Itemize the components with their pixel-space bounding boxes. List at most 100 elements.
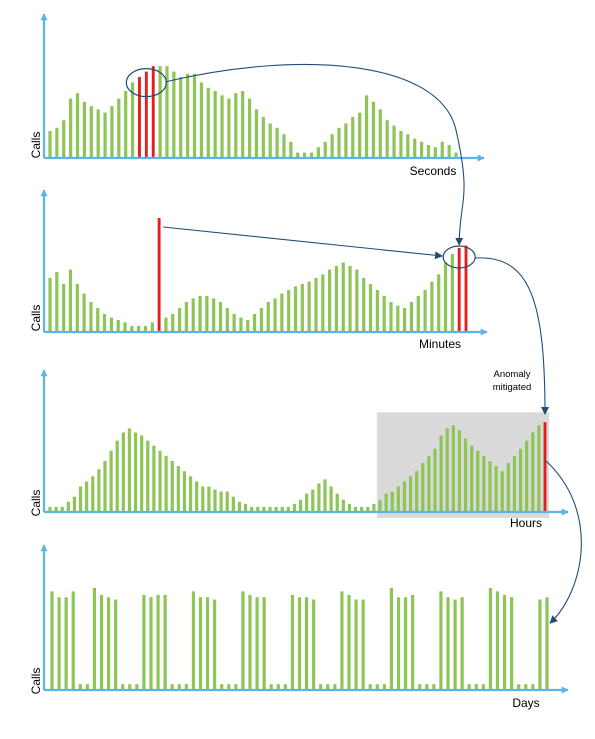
bar xyxy=(495,591,500,690)
bar xyxy=(48,278,52,332)
bar xyxy=(309,152,314,158)
bar xyxy=(402,481,407,512)
bar xyxy=(213,599,217,690)
bar xyxy=(91,476,95,512)
bar xyxy=(419,141,424,158)
bar xyxy=(317,483,321,512)
bar xyxy=(114,599,118,690)
bar xyxy=(321,274,325,332)
bar xyxy=(390,491,394,512)
bar xyxy=(415,471,419,512)
bar xyxy=(323,479,327,512)
bar xyxy=(55,272,59,332)
bar xyxy=(443,262,448,332)
bar xyxy=(341,262,345,332)
bar xyxy=(170,461,174,512)
bar xyxy=(102,314,107,332)
bar xyxy=(164,455,168,512)
bar xyxy=(220,95,224,158)
bar xyxy=(358,112,362,158)
panel2-ylabel: Calls xyxy=(29,305,43,332)
panel2-xlabel: Minutes xyxy=(419,337,461,351)
bar xyxy=(246,320,250,332)
bar xyxy=(182,471,187,512)
bar xyxy=(433,147,437,158)
bar xyxy=(396,597,401,690)
zoom-circle-minutes xyxy=(442,245,476,269)
bar xyxy=(68,269,73,332)
bar xyxy=(75,93,80,158)
bar xyxy=(192,73,197,158)
bar xyxy=(328,269,332,332)
bar xyxy=(396,305,400,332)
bar xyxy=(69,98,73,158)
bar xyxy=(333,684,337,690)
bar xyxy=(50,591,54,690)
bar xyxy=(96,109,100,158)
bar xyxy=(403,308,407,332)
bar xyxy=(425,684,429,690)
bar xyxy=(176,466,180,512)
bar xyxy=(510,597,514,690)
bar xyxy=(117,98,121,158)
bar xyxy=(184,684,188,690)
bar xyxy=(408,476,413,512)
bar xyxy=(329,486,333,512)
bar xyxy=(506,463,510,512)
bar xyxy=(186,73,190,158)
bar xyxy=(184,302,188,332)
bar xyxy=(241,591,245,690)
bar xyxy=(191,298,195,332)
bar xyxy=(54,506,58,512)
bar xyxy=(256,506,260,512)
bar xyxy=(137,326,141,332)
bar xyxy=(247,98,252,158)
bar xyxy=(476,450,480,512)
bar xyxy=(170,684,174,690)
bar xyxy=(296,152,300,158)
bar xyxy=(164,317,168,332)
bar xyxy=(500,471,504,512)
bar xyxy=(538,599,542,690)
bar xyxy=(116,320,120,332)
bar xyxy=(447,145,451,158)
bar xyxy=(362,278,366,332)
bar xyxy=(305,493,309,512)
bar xyxy=(218,302,223,332)
bar xyxy=(494,466,498,512)
bar xyxy=(300,284,304,332)
bar xyxy=(335,493,339,512)
bar xyxy=(48,506,52,512)
bar xyxy=(360,506,364,512)
bar xyxy=(384,493,388,512)
bar xyxy=(121,684,125,690)
bar xyxy=(502,594,507,690)
anomaly-bar xyxy=(157,218,161,332)
bar xyxy=(351,116,355,158)
bar xyxy=(171,314,175,332)
bar xyxy=(326,684,330,690)
bar xyxy=(453,599,457,690)
bar xyxy=(451,425,455,512)
bar xyxy=(152,445,156,512)
bar xyxy=(437,274,441,332)
bar xyxy=(219,491,223,512)
bar xyxy=(446,597,450,690)
panel3-ylabel: Calls xyxy=(29,490,43,517)
bar xyxy=(205,597,210,690)
bar xyxy=(474,684,478,690)
bar xyxy=(239,317,243,332)
bar xyxy=(280,293,284,332)
bar xyxy=(62,284,66,332)
bar xyxy=(481,684,485,690)
bar xyxy=(135,684,139,690)
bar xyxy=(282,134,286,158)
bar xyxy=(199,82,203,158)
bar xyxy=(165,66,169,158)
bar xyxy=(72,496,77,512)
bar xyxy=(201,486,205,512)
zoom-arrow-seconds-to-minutes xyxy=(166,63,465,246)
bar xyxy=(330,134,334,158)
bar xyxy=(307,281,311,332)
